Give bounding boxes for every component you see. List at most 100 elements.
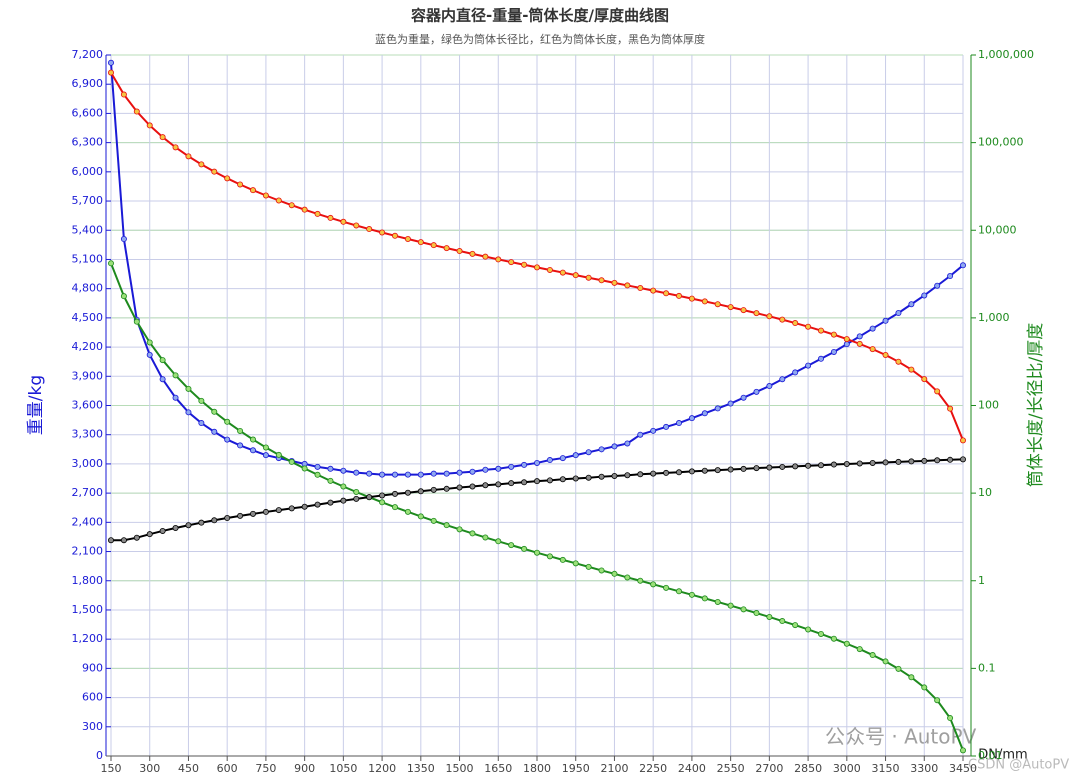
point [417, 488, 424, 495]
y2-tick-label: 10 [978, 486, 992, 499]
y-tick-label: 600 [82, 691, 103, 704]
point [818, 462, 825, 469]
point [379, 499, 386, 506]
point [404, 236, 411, 243]
x-axis-label: DN/mm [978, 748, 1027, 763]
point [495, 465, 502, 472]
point [172, 524, 179, 531]
point [120, 293, 127, 300]
point [482, 534, 489, 541]
point [676, 292, 683, 299]
point [469, 483, 476, 490]
point [714, 301, 721, 308]
y-tick-label: 4,200 [72, 340, 104, 353]
point [688, 591, 695, 598]
x-tick-label: 2550 [717, 762, 745, 775]
y-tick-label: 0 [96, 749, 103, 762]
point [249, 447, 256, 454]
point [740, 606, 747, 613]
y2-axis-label: 筒体长度/长径比/厚度 [1026, 323, 1046, 487]
point [740, 394, 747, 401]
point [159, 527, 166, 534]
point [895, 458, 902, 465]
x-tick-label: 2250 [639, 762, 667, 775]
point [843, 460, 850, 467]
point [301, 503, 308, 510]
point [856, 340, 863, 347]
point [766, 464, 773, 471]
point [508, 542, 515, 549]
y2-tick-label: 10,000 [978, 223, 1017, 236]
point [960, 437, 967, 444]
point [456, 469, 463, 476]
x-tick-label: 2700 [755, 762, 783, 775]
point [301, 465, 308, 472]
point [211, 168, 218, 175]
point [921, 457, 928, 464]
point [469, 468, 476, 475]
point [882, 459, 889, 466]
point [843, 640, 850, 647]
point [314, 463, 321, 470]
point [598, 446, 605, 453]
y-tick-label: 4,500 [72, 311, 104, 324]
point [172, 372, 179, 379]
point [611, 443, 618, 450]
point [521, 261, 528, 268]
point [818, 355, 825, 362]
point [934, 388, 941, 395]
y2-tick-label: 0.1 [978, 661, 996, 674]
point [262, 444, 269, 451]
y-tick-label: 5,400 [72, 223, 104, 236]
point [314, 210, 321, 217]
point [262, 192, 269, 199]
point [740, 465, 747, 472]
point [869, 325, 876, 332]
y-tick-label: 1,500 [72, 603, 104, 616]
point [391, 490, 398, 497]
y2-tick-label: 0.01 [978, 749, 1003, 762]
point [805, 462, 812, 469]
point [443, 522, 450, 529]
y2-tick-label: 100,000 [978, 136, 1024, 149]
point [198, 519, 205, 526]
point [727, 602, 734, 609]
point [391, 471, 398, 478]
point [521, 545, 528, 552]
point [482, 253, 489, 260]
point [198, 397, 205, 404]
point [430, 242, 437, 249]
y-tick-label: 1,800 [72, 574, 104, 587]
point [559, 476, 566, 483]
point [353, 469, 360, 476]
point [534, 478, 541, 485]
x-tick-label: 450 [178, 762, 199, 775]
point [133, 108, 140, 115]
point [908, 458, 915, 465]
point [766, 313, 773, 320]
point [133, 318, 140, 325]
point [159, 357, 166, 364]
y2-tick-label: 1 [978, 574, 985, 587]
point [960, 262, 967, 269]
point [146, 531, 153, 538]
point [714, 405, 721, 412]
point [327, 477, 334, 484]
point [288, 202, 295, 209]
point [262, 508, 269, 515]
point [572, 475, 579, 482]
point [921, 684, 928, 691]
point [288, 458, 295, 465]
point [211, 517, 218, 524]
point [508, 259, 515, 266]
point [534, 459, 541, 466]
point [224, 515, 231, 522]
y-tick-label: 3,600 [72, 399, 104, 412]
point [508, 480, 515, 487]
point [895, 665, 902, 672]
point [921, 376, 928, 383]
point [172, 144, 179, 151]
point [275, 451, 282, 458]
point [779, 376, 786, 383]
